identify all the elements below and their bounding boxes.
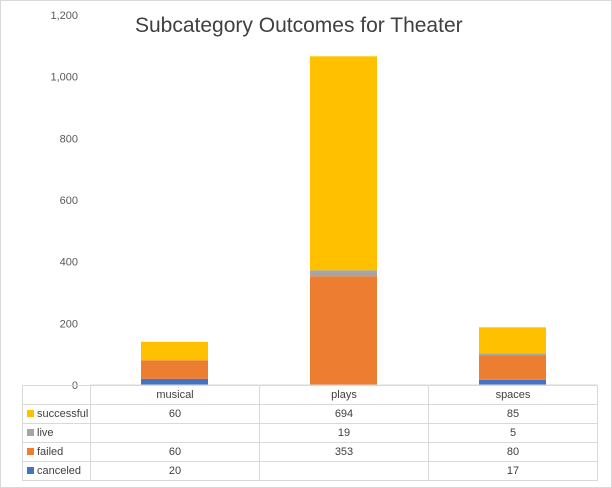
legend-label: successful bbox=[37, 408, 89, 420]
table-row: failed 60 353 80 bbox=[22, 442, 598, 462]
bar-canceled-spaces bbox=[479, 379, 546, 385]
legend-label: canceled bbox=[37, 465, 82, 477]
y-tick-label: 1,200 bbox=[50, 10, 78, 22]
y-tick-label: 600 bbox=[60, 195, 78, 207]
legend-key bbox=[27, 429, 34, 436]
legend-entry-failed: failed bbox=[22, 442, 91, 462]
bar-failed-plays bbox=[310, 276, 377, 385]
data-label-canceled-plays bbox=[259, 461, 429, 481]
x-tick-label: plays bbox=[259, 385, 429, 405]
table-row: successful 60 694 85 bbox=[22, 404, 598, 424]
bar-successful-plays bbox=[310, 56, 377, 271]
y-tick-label: 1,000 bbox=[50, 72, 78, 84]
y-tick-label: 400 bbox=[60, 257, 78, 269]
legend-key bbox=[27, 467, 34, 474]
y-tick-label: 200 bbox=[60, 318, 78, 330]
x-tick-label: musical bbox=[90, 385, 260, 405]
legend-entry-successful: successful bbox=[22, 404, 91, 424]
legend-label: failed bbox=[37, 446, 64, 458]
y-tick-label: 800 bbox=[60, 133, 78, 145]
data-label-successful-musical: 60 bbox=[90, 404, 260, 424]
data-label-failed-musical: 60 bbox=[90, 442, 260, 462]
data-label-successful-spaces: 85 bbox=[428, 404, 598, 424]
data-label-live-musical bbox=[90, 423, 260, 443]
legend-label: live bbox=[37, 427, 54, 439]
table-row: canceled 20 17 bbox=[22, 461, 598, 481]
data-label-failed-plays: 353 bbox=[259, 442, 429, 462]
table-corner bbox=[22, 385, 91, 405]
data-label-successful-plays: 694 bbox=[259, 404, 429, 424]
data-label-failed-spaces: 80 bbox=[428, 442, 598, 462]
data-label-live-plays: 19 bbox=[259, 423, 429, 443]
data-label-live-spaces: 5 bbox=[428, 423, 598, 443]
legend-entry-canceled: canceled bbox=[22, 461, 91, 481]
table-row: live 19 5 bbox=[22, 423, 598, 443]
bar-live-plays bbox=[310, 270, 377, 277]
legend-key bbox=[27, 410, 34, 417]
table-header-row: musical plays spaces bbox=[22, 385, 598, 405]
bar-successful-musical bbox=[141, 341, 208, 361]
bar-canceled-musical bbox=[141, 378, 208, 385]
bar-failed-musical bbox=[141, 360, 208, 379]
legend-key bbox=[27, 448, 34, 455]
bar-successful-spaces bbox=[479, 327, 546, 354]
bar-live-spaces bbox=[479, 353, 546, 356]
legend-entry-live: live bbox=[22, 423, 91, 443]
data-table: musical plays spaces successful 60 694 85 live 1… bbox=[22, 385, 598, 481]
data-label-canceled-musical: 20 bbox=[90, 461, 260, 481]
chart-title: Subcategory Outcomes for Theater bbox=[135, 14, 463, 37]
x-tick-label: spaces bbox=[428, 385, 598, 405]
data-label-canceled-spaces: 17 bbox=[428, 461, 598, 481]
bar-failed-spaces bbox=[479, 355, 546, 380]
